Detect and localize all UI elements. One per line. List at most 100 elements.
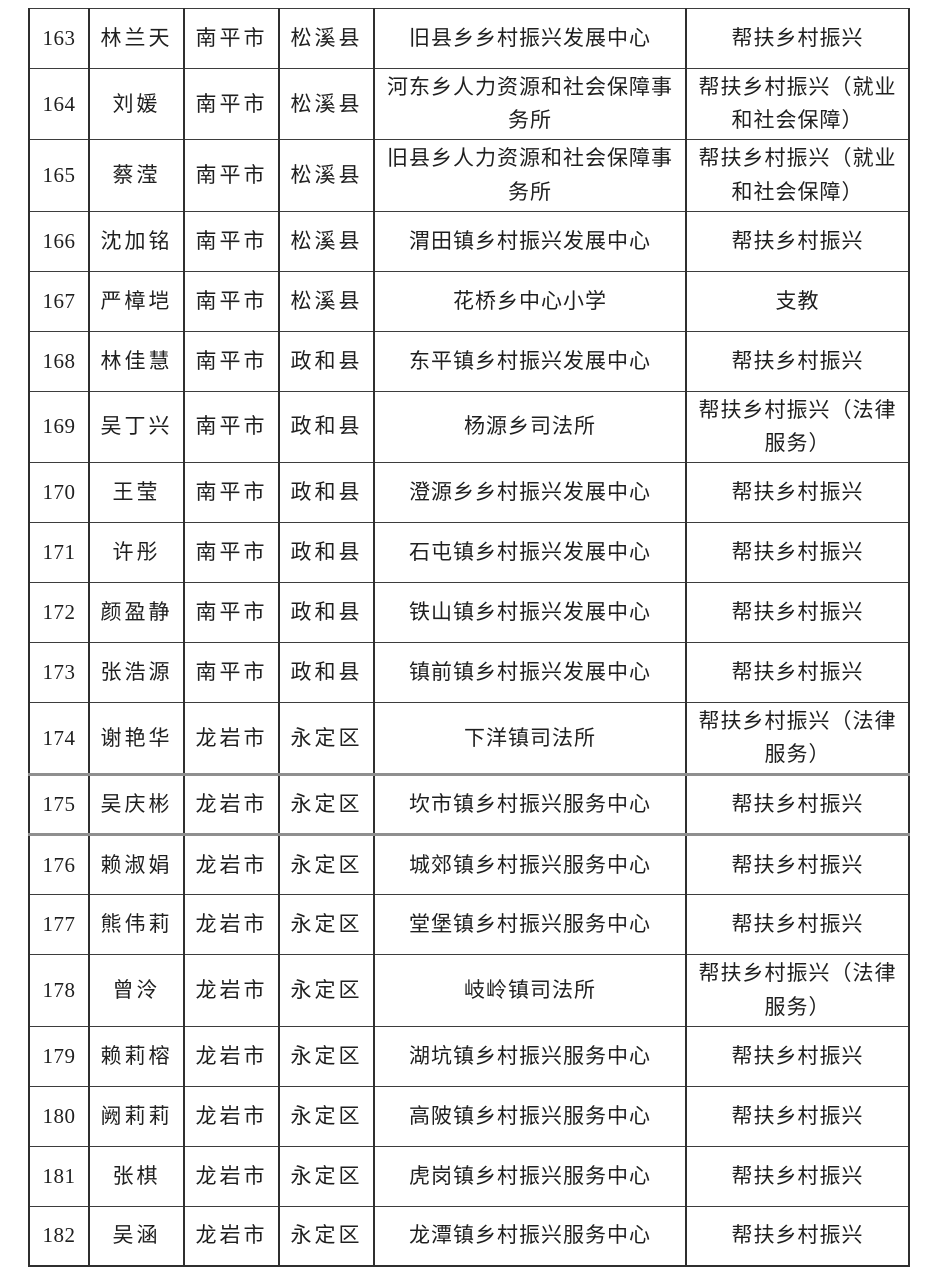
cell-row-number: 167 — [28, 270, 90, 332]
cell-city: 南平市 — [183, 270, 280, 332]
cell-role: 帮扶乡村振兴 — [685, 1145, 910, 1207]
cell-row-number: 169 — [28, 390, 90, 464]
cell-city: 龙岩市 — [183, 833, 280, 896]
cell-city: 龙岩市 — [183, 1145, 280, 1207]
cell-row-number: 168 — [28, 330, 90, 392]
cell-county: 永定区 — [278, 773, 375, 836]
cell-county: 政和县 — [278, 522, 375, 584]
cell-row-number: 172 — [28, 582, 90, 644]
table-row: 177 熊伟莉 龙岩市 永定区 堂堡镇乡村振兴服务中心 帮扶乡村振兴 — [28, 894, 910, 956]
cell-row-number: 165 — [28, 139, 90, 212]
cell-person-name: 谢艳华 — [88, 702, 185, 776]
cell-county: 永定区 — [278, 1205, 375, 1267]
cell-county: 政和县 — [278, 330, 375, 392]
cell-row-number: 174 — [28, 702, 90, 776]
table-row: 171 许彤 南平市 政和县 石屯镇乡村振兴发展中心 帮扶乡村振兴 — [28, 522, 910, 584]
cell-role: 帮扶乡村振兴（就业和社会保障） — [685, 139, 910, 212]
cell-role: 帮扶乡村振兴 — [685, 330, 910, 392]
cell-role: 帮扶乡村振兴 — [685, 833, 910, 896]
table-row: 169 吴丁兴 南平市 政和县 杨源乡司法所 帮扶乡村振兴（法律服务） — [28, 390, 910, 464]
cell-city: 龙岩市 — [183, 1205, 280, 1267]
cell-organization: 杨源乡司法所 — [373, 390, 687, 464]
cell-city: 南平市 — [183, 642, 280, 704]
cell-person-name: 阙莉莉 — [88, 1085, 185, 1147]
cell-county: 永定区 — [278, 1025, 375, 1087]
cell-city: 龙岩市 — [183, 954, 280, 1027]
table-row: 168 林佳慧 南平市 政和县 东平镇乡村振兴发展中心 帮扶乡村振兴 — [28, 330, 910, 392]
cell-organization: 花桥乡中心小学 — [373, 270, 687, 332]
cell-organization: 虎岗镇乡村振兴服务中心 — [373, 1145, 687, 1207]
table-row: 181 张棋 龙岩市 永定区 虎岗镇乡村振兴服务中心 帮扶乡村振兴 — [28, 1145, 910, 1207]
cell-organization: 旧县乡乡村振兴发展中心 — [373, 8, 687, 69]
cell-organization: 坎市镇乡村振兴服务中心 — [373, 773, 687, 836]
cell-row-number: 166 — [28, 210, 90, 272]
cell-organization: 石屯镇乡村振兴发展中心 — [373, 522, 687, 584]
cell-organization: 东平镇乡村振兴发展中心 — [373, 330, 687, 392]
cell-city: 南平市 — [183, 210, 280, 272]
cell-row-number: 176 — [28, 833, 90, 896]
cell-county: 永定区 — [278, 702, 375, 776]
cell-row-number: 181 — [28, 1145, 90, 1207]
cell-role: 帮扶乡村振兴（法律服务） — [685, 390, 910, 464]
table-row: 170 王莹 南平市 政和县 澄源乡乡村振兴发展中心 帮扶乡村振兴 — [28, 462, 910, 524]
cell-row-number: 178 — [28, 954, 90, 1027]
cell-county: 政和县 — [278, 462, 375, 524]
cell-person-name: 熊伟莉 — [88, 894, 185, 956]
cell-county: 政和县 — [278, 642, 375, 704]
cell-organization: 堂堡镇乡村振兴服务中心 — [373, 894, 687, 956]
cell-county: 松溪县 — [278, 139, 375, 212]
cell-person-name: 张棋 — [88, 1145, 185, 1207]
table-row: 172 颜盈静 南平市 政和县 铁山镇乡村振兴发展中心 帮扶乡村振兴 — [28, 582, 910, 644]
cell-role: 帮扶乡村振兴 — [685, 773, 910, 836]
cell-organization: 渭田镇乡村振兴发展中心 — [373, 210, 687, 272]
cell-organization: 河东乡人力资源和社会保障事务所 — [373, 67, 687, 141]
cell-city: 龙岩市 — [183, 1025, 280, 1087]
table-row: 174 谢艳华 龙岩市 永定区 下洋镇司法所 帮扶乡村振兴（法律服务） — [28, 702, 910, 776]
cell-city: 南平市 — [183, 522, 280, 584]
cell-organization: 湖坑镇乡村振兴服务中心 — [373, 1025, 687, 1087]
table-row: 163 林兰天 南平市 松溪县 旧县乡乡村振兴发展中心 帮扶乡村振兴 — [28, 8, 910, 69]
cell-county: 松溪县 — [278, 270, 375, 332]
cell-role: 帮扶乡村振兴（就业和社会保障） — [685, 67, 910, 141]
cell-organization: 岐岭镇司法所 — [373, 954, 687, 1027]
cell-county: 松溪县 — [278, 210, 375, 272]
cell-person-name: 赖淑娟 — [88, 833, 185, 896]
cell-city: 龙岩市 — [183, 702, 280, 776]
cell-person-name: 沈加铭 — [88, 210, 185, 272]
cell-row-number: 182 — [28, 1205, 90, 1267]
cell-city: 南平市 — [183, 67, 280, 141]
cell-person-name: 刘媛 — [88, 67, 185, 141]
cell-role: 帮扶乡村振兴 — [685, 582, 910, 644]
cell-person-name: 林佳慧 — [88, 330, 185, 392]
cell-row-number: 171 — [28, 522, 90, 584]
cell-person-name: 王莹 — [88, 462, 185, 524]
cell-role: 帮扶乡村振兴（法律服务） — [685, 702, 910, 776]
cell-county: 松溪县 — [278, 8, 375, 69]
cell-organization: 镇前镇乡村振兴发展中心 — [373, 642, 687, 704]
cell-organization: 城郊镇乡村振兴服务中心 — [373, 833, 687, 896]
personnel-table-body: 163 林兰天 南平市 松溪县 旧县乡乡村振兴发展中心 帮扶乡村振兴 164 刘媛 南平市 松溪县… — [28, 8, 910, 1267]
cell-row-number: 180 — [28, 1085, 90, 1147]
cell-row-number: 173 — [28, 642, 90, 704]
table-row: 175 吴庆彬 龙岩市 永定区 坎市镇乡村振兴服务中心 帮扶乡村振兴 — [28, 773, 910, 836]
cell-organization: 旧县乡人力资源和社会保障事务所 — [373, 139, 687, 212]
cell-county: 永定区 — [278, 954, 375, 1027]
cell-role: 帮扶乡村振兴 — [685, 462, 910, 524]
cell-row-number: 163 — [28, 8, 90, 69]
cell-role: 帮扶乡村振兴 — [685, 8, 910, 69]
cell-person-name: 蔡滢 — [88, 139, 185, 212]
table-row: 179 赖莉榕 龙岩市 永定区 湖坑镇乡村振兴服务中心 帮扶乡村振兴 — [28, 1025, 910, 1087]
cell-county: 永定区 — [278, 833, 375, 896]
cell-city: 南平市 — [183, 330, 280, 392]
table-row: 167 严樟垲 南平市 松溪县 花桥乡中心小学 支教 — [28, 270, 910, 332]
cell-city: 龙岩市 — [183, 894, 280, 956]
cell-person-name: 张浩源 — [88, 642, 185, 704]
cell-organization: 下洋镇司法所 — [373, 702, 687, 776]
table-row: 173 张浩源 南平市 政和县 镇前镇乡村振兴发展中心 帮扶乡村振兴 — [28, 642, 910, 704]
cell-person-name: 严樟垲 — [88, 270, 185, 332]
cell-row-number: 177 — [28, 894, 90, 956]
cell-county: 政和县 — [278, 582, 375, 644]
cell-person-name: 吴丁兴 — [88, 390, 185, 464]
cell-row-number: 170 — [28, 462, 90, 524]
cell-role: 帮扶乡村振兴（法律服务） — [685, 954, 910, 1027]
